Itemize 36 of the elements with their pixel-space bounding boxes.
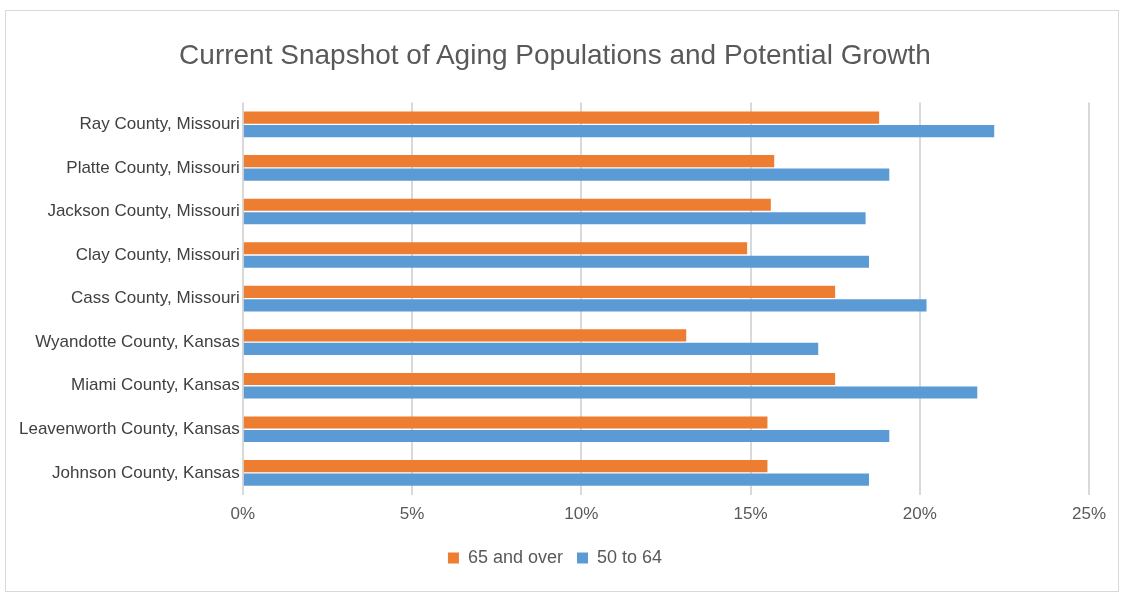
y-tick-label: Johnson County, Kansas (52, 462, 240, 482)
y-tick-label: Ray County, Missouri (79, 114, 240, 134)
x-tick-label: 5% (399, 504, 425, 524)
bar (243, 198, 771, 211)
bar (243, 372, 836, 386)
x-tick-label: 0% (230, 504, 256, 524)
bar (243, 255, 869, 268)
bar (243, 416, 768, 429)
x-tick-label: 10% (564, 504, 599, 524)
bar (243, 386, 978, 399)
x-tick-label: 15% (733, 504, 768, 524)
y-tick-label: Cass County, Missouri (71, 288, 240, 308)
bar (243, 168, 890, 181)
bar (243, 285, 836, 298)
y-tick-label: Jackson County, Missouri (47, 201, 240, 221)
bar (243, 212, 866, 225)
bar (243, 111, 880, 124)
y-tick-label: Miami County, Kansas (71, 375, 240, 395)
x-tick-label: 25% (1071, 504, 1106, 524)
y-tick-label: Wyandotte County, Kansas (35, 331, 240, 351)
x-tick-label: 20% (902, 504, 937, 524)
bar (243, 342, 819, 355)
bar (243, 155, 775, 168)
y-tick-label: Platte County, Missouri (66, 157, 240, 177)
legend-label: 65 and over (467, 546, 564, 567)
bar (243, 460, 768, 473)
bar (243, 299, 927, 312)
bar (243, 125, 995, 138)
y-tick-label: Leavenworth County, Kansas (18, 418, 240, 438)
bar (243, 242, 748, 255)
y-tick-label: Clay County, Missouri (75, 244, 240, 264)
bar (243, 329, 687, 342)
legend-label: 50 to 64 (597, 546, 663, 567)
bar (243, 473, 869, 486)
bar (243, 429, 890, 443)
chart-title: Current Snapshot of Aging Populations and Potential Growth (179, 38, 931, 70)
